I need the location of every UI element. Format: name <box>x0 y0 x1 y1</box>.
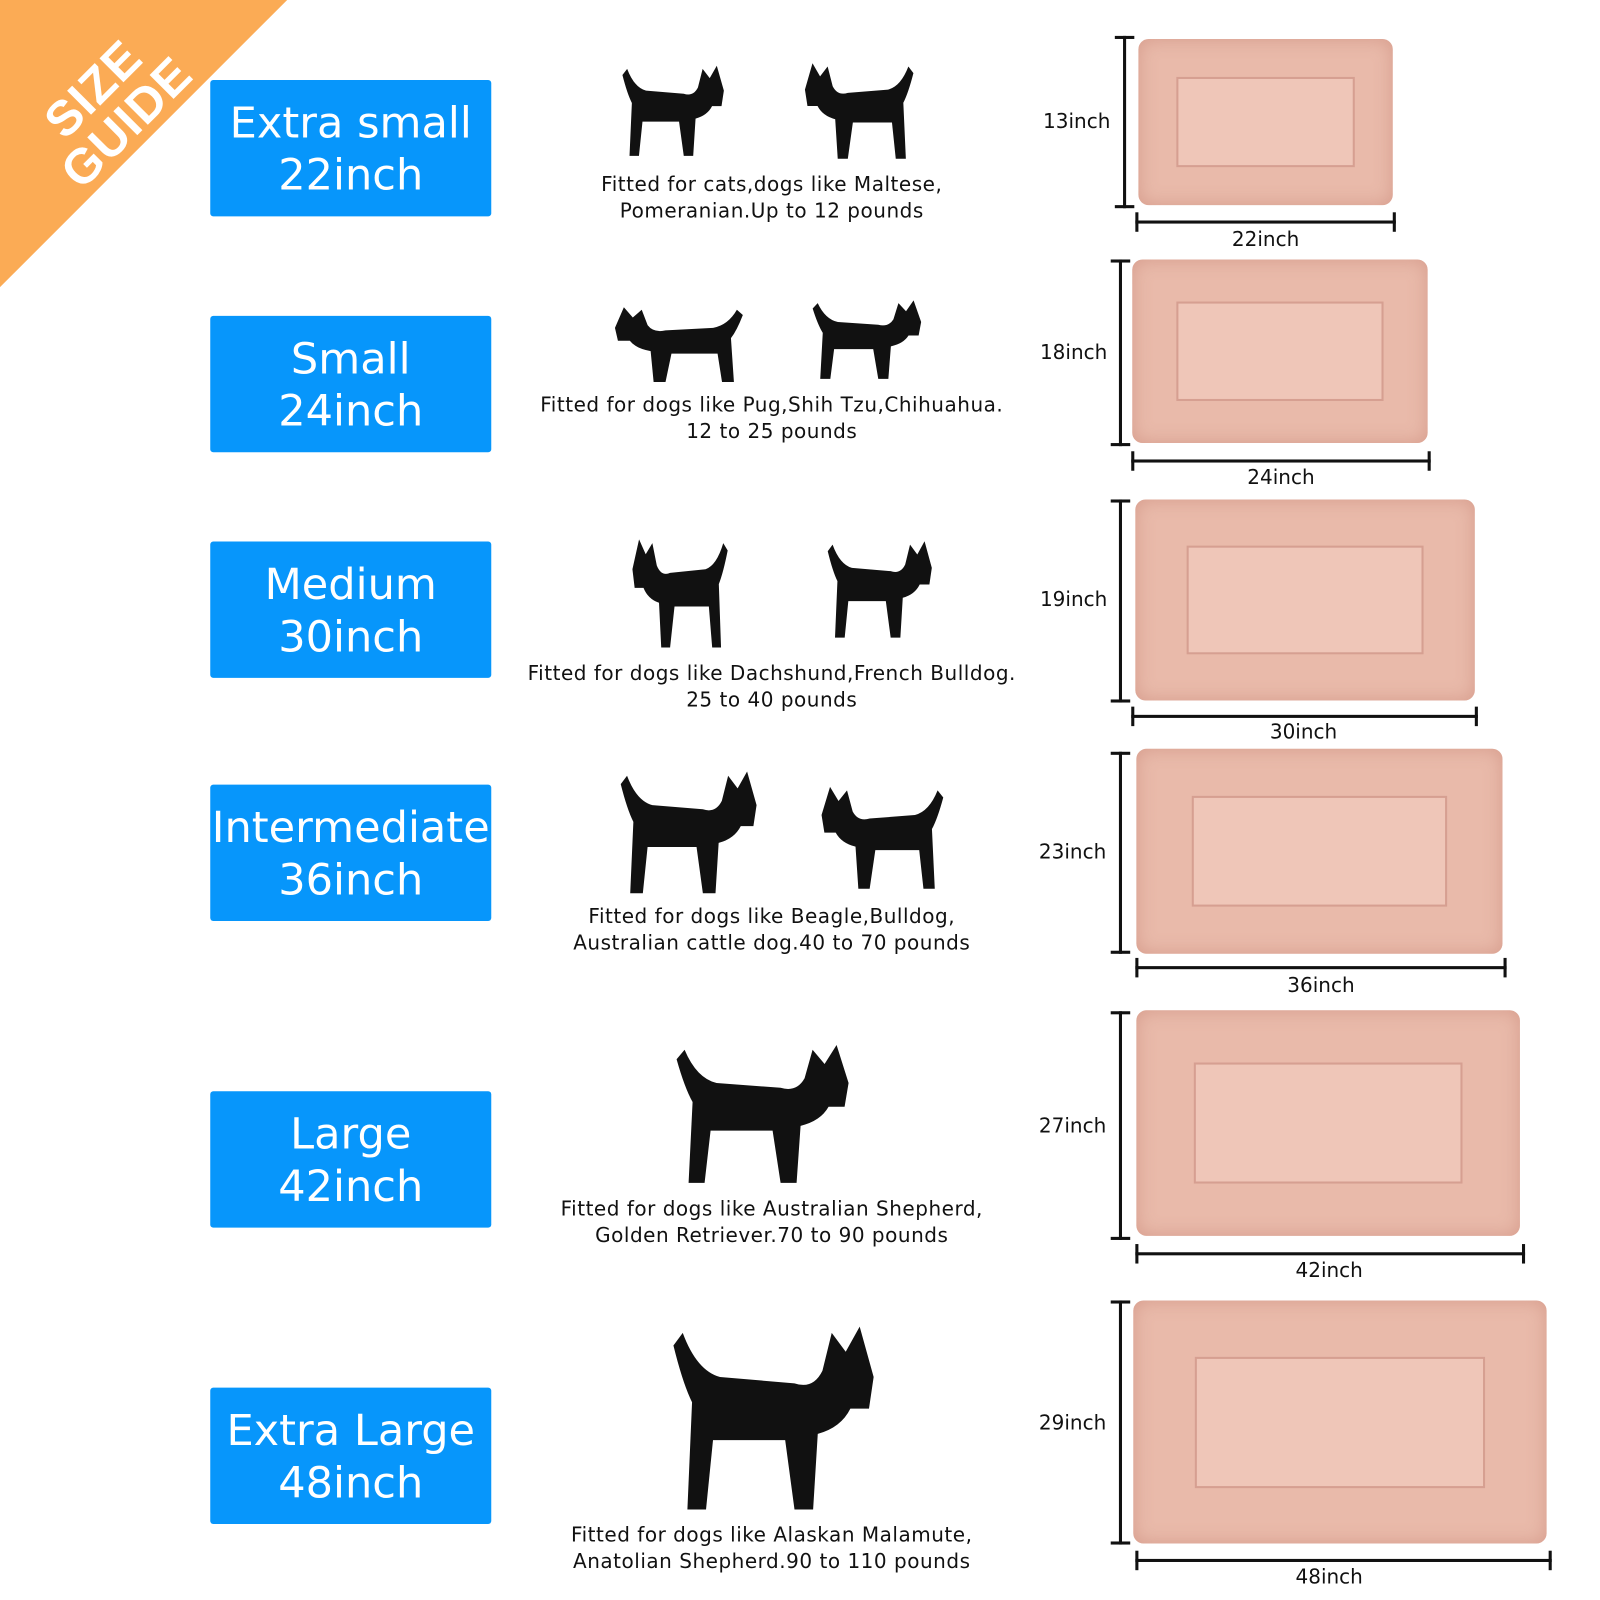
size-length: 36inch <box>278 853 424 905</box>
size-length: 22inch <box>278 149 424 200</box>
caption-line-2: Australian cattle dog.40 to 70 pounds <box>573 930 971 955</box>
height-label: 18inch <box>1039 340 1108 365</box>
width-dimension-line <box>1135 957 1507 978</box>
caption-line-2: 12 to 25 pounds <box>686 418 858 443</box>
pet-mat-image <box>1136 1010 1520 1236</box>
size-length: 24inch <box>278 385 424 436</box>
size-caption-3: Fitted for dogs like Beagle,Bulldog, Aus… <box>492 904 1051 956</box>
dog-silhouette-icon <box>632 539 728 648</box>
size-label-1: Small 24inch <box>210 315 492 453</box>
width-label: 24inch <box>1247 465 1315 490</box>
caption-line-2: 25 to 40 pounds <box>686 687 858 712</box>
size-label-0: Extra small 22inch <box>210 79 492 217</box>
height-label: 29inch <box>1038 1411 1107 1435</box>
caption-line-1: Fitted for dogs like Dachshund,French Bu… <box>527 661 1016 686</box>
dog-silhouette-icon <box>620 771 757 894</box>
caption-line-2: Anatolian Shepherd.90 to 110 pounds <box>573 1549 971 1573</box>
width-label: 30inch <box>1269 719 1338 744</box>
height-dimension-line <box>1110 499 1131 703</box>
width-label: 42inch <box>1295 1258 1363 1282</box>
size-label-5: Extra Large 48inch <box>210 1387 492 1525</box>
pet-mat-image <box>1136 748 1503 954</box>
caption-line-1: Fitted for dogs like Alaskan Malamute, <box>571 1523 973 1547</box>
dog-silhouette-icon <box>804 63 914 159</box>
size-caption-2: Fitted for dogs like Dachshund,French Bu… <box>492 660 1051 712</box>
caption-line-1: Fitted for dogs like Pug,Shih Tzu,Chihua… <box>540 392 1004 417</box>
caption-line-1: Fitted for cats,dogs like Maltese, <box>601 172 943 196</box>
width-dimension-line <box>1135 1244 1526 1264</box>
height-label: 23inch <box>1038 839 1107 864</box>
width-label: 22inch <box>1231 227 1300 252</box>
size-length: 48inch <box>278 1456 424 1508</box>
size-caption-5: Fitted for dogs like Alaskan Malamute, A… <box>492 1522 1051 1574</box>
mat-inner-panel <box>1186 545 1424 655</box>
width-dimension-line <box>1131 451 1431 471</box>
height-label: 19inch <box>1039 587 1108 612</box>
height-dimension-line <box>1110 259 1131 447</box>
mat-inner-panel <box>1176 301 1384 401</box>
size-caption-4: Fitted for dogs like Australian Shepherd… <box>492 1196 1051 1248</box>
height-label: 13inch <box>1043 109 1111 134</box>
dog-silhouette-icon <box>821 786 944 889</box>
dog-silhouette-icon <box>614 307 743 383</box>
size-label-2: Medium 30inch <box>210 541 492 678</box>
pet-mat-image <box>1138 38 1393 206</box>
pet-mat-image <box>1132 259 1428 444</box>
size-name: Medium <box>264 558 437 609</box>
size-caption-1: Fitted for dogs like Pug,Shih Tzu,Chihua… <box>492 392 1051 444</box>
mat-inner-panel <box>1191 795 1448 907</box>
width-dimension-line <box>1135 1550 1552 1571</box>
mat-inner-panel <box>1193 1062 1463 1184</box>
mat-inner-panel <box>1195 1356 1485 1488</box>
pet-mat-image <box>1135 499 1475 701</box>
height-dimension-line <box>1110 1300 1131 1545</box>
size-length: 30inch <box>278 610 424 661</box>
dog-silhouette-icon <box>622 65 724 156</box>
size-length: 42inch <box>278 1160 424 1211</box>
caption-line-1: Fitted for dogs like Beagle,Bulldog, <box>588 904 956 929</box>
pet-mat-image <box>1133 1300 1547 1544</box>
mat-inner-panel <box>1176 77 1355 167</box>
dog-silhouette-icon <box>676 1044 849 1183</box>
size-label-4: Large 42inch <box>210 1091 492 1228</box>
dog-silhouette-icon <box>827 541 932 638</box>
height-dimension-line <box>1110 1011 1131 1240</box>
width-label: 48inch <box>1295 1565 1363 1589</box>
width-dimension-line <box>1131 706 1478 727</box>
size-name: Intermediate <box>211 801 490 852</box>
size-name: Extra Large <box>226 1404 476 1455</box>
width-label: 36inch <box>1287 973 1355 997</box>
size-name: Large <box>290 1108 412 1159</box>
size-name: Extra small <box>229 96 472 148</box>
width-dimension-line <box>1135 212 1396 232</box>
caption-line-2: Pomeranian.Up to 12 pounds <box>619 198 924 223</box>
dog-silhouette-icon <box>673 1326 874 1510</box>
size-name: Small <box>290 332 411 384</box>
dog-silhouette-icon <box>812 300 922 379</box>
size-caption-0: Fitted for cats,dogs like Maltese, Pomer… <box>492 171 1051 223</box>
height-dimension-line <box>1114 35 1135 209</box>
height-dimension-line <box>1110 751 1131 954</box>
height-label: 27inch <box>1038 1113 1107 1138</box>
size-label-3: Intermediate 36inch <box>210 784 492 921</box>
caption-line-2: Golden Retriever.70 to 90 pounds <box>595 1223 949 1247</box>
caption-line-1: Fitted for dogs like Australian Shepherd… <box>560 1196 983 1221</box>
